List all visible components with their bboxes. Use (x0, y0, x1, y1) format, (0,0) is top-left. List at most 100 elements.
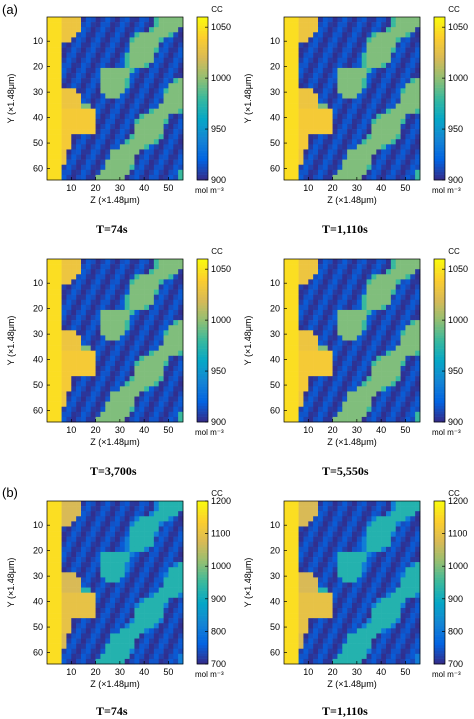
heatmap-cell (153, 526, 160, 532)
heatmap-cell (119, 536, 126, 543)
heatmap-cell (298, 62, 304, 69)
heatmap-cell (90, 144, 96, 150)
heatmap-cell (322, 17, 329, 23)
heatmap-cell (51, 653, 58, 660)
heatmap-cell (405, 149, 411, 155)
heatmap-cell (405, 27, 411, 33)
heatmap-cell (105, 396, 111, 402)
heatmap-cell (168, 411, 174, 418)
heatmap-cell (303, 159, 309, 166)
colorbar-step (197, 114, 208, 118)
heatmap-cell (308, 164, 314, 171)
heatmap-cell (76, 129, 82, 135)
heatmap-cell (293, 381, 299, 387)
heatmap-cell (371, 22, 377, 28)
heatmap-cell (51, 350, 58, 357)
colorbar-step (434, 402, 445, 406)
heatmap-cell (178, 164, 184, 171)
heatmap-cell (376, 279, 382, 285)
heatmap-cell (405, 391, 411, 397)
heatmap-cell (81, 371, 87, 377)
heatmap-cell (390, 57, 397, 64)
heatmap-cell (288, 139, 295, 145)
heatmap-cell (56, 587, 62, 593)
heatmap-cell (100, 396, 106, 402)
heatmap-cell (115, 279, 121, 285)
heatmap-cell (149, 376, 155, 382)
heatmap-cell (293, 154, 299, 160)
heatmap-cell (361, 309, 367, 316)
heatmap-cell (332, 93, 338, 99)
heatmap-cell (95, 264, 101, 270)
heatmap-cell (51, 118, 58, 125)
heatmap-cell (390, 52, 397, 59)
heatmap-cell (322, 381, 329, 387)
heatmap-cell (153, 531, 160, 537)
heatmap-cell (332, 289, 338, 295)
heatmap-cell (90, 381, 96, 387)
heatmap-cell (163, 623, 169, 629)
heatmap-cell (124, 345, 130, 351)
heatmap-cell (119, 174, 126, 181)
heatmap-cell (381, 108, 387, 115)
heatmap-cell (173, 269, 179, 275)
heatmap-cell (90, 83, 96, 89)
heatmap-cell (168, 658, 174, 665)
heatmap-cell (400, 360, 406, 367)
heatmap-cell (81, 149, 87, 155)
heatmap-cell (119, 27, 126, 33)
heatmap-cell (129, 551, 135, 558)
heatmap-cell (81, 406, 87, 413)
heatmap-cell (288, 279, 295, 285)
heatmap-cell (110, 134, 116, 140)
heatmap-cell (85, 376, 92, 382)
heatmap-cell (284, 52, 290, 59)
colorbar-step (197, 563, 208, 567)
heatmap-cell (400, 340, 406, 346)
heatmap-cell (390, 325, 397, 331)
y-tick-label: 40 (33, 355, 43, 365)
colorbar-step (434, 103, 445, 107)
heatmap-cell (178, 381, 184, 387)
heatmap-cell (56, 623, 62, 629)
heatmap-cell (327, 335, 333, 341)
heatmap-cell (105, 57, 111, 64)
heatmap-cell (71, 501, 77, 507)
colorbar-step (197, 394, 208, 398)
heatmap-cell (158, 73, 164, 79)
heatmap-cell (308, 88, 314, 94)
heatmap-cell (90, 557, 96, 563)
heatmap-cell (100, 118, 106, 125)
heatmap-cell (337, 335, 343, 341)
heatmap-cell (337, 169, 343, 176)
heatmap-cell (298, 501, 304, 507)
heatmap-cell (168, 360, 174, 367)
heatmap-cell (81, 618, 87, 624)
heatmap-cell (81, 633, 87, 639)
heatmap-cell (308, 139, 314, 145)
heatmap-cell (405, 103, 411, 109)
heatmap-cell (119, 531, 126, 537)
heatmap-cell (51, 602, 58, 609)
heatmap-cell (66, 643, 72, 650)
heatmap-cell (56, 536, 62, 543)
heatmap-cell (313, 174, 319, 181)
heatmap-cell (337, 396, 343, 402)
heatmap-cell (322, 396, 329, 402)
heatmap-cell (298, 411, 304, 418)
heatmap-cell (318, 376, 324, 382)
heatmap-cell (56, 159, 62, 166)
colorbar-step (434, 411, 445, 415)
heatmap-cell (51, 376, 58, 382)
heatmap-cell (158, 355, 164, 362)
x-axis-label: Z (×1.48μm) (90, 679, 139, 689)
colorbar-step (197, 95, 208, 99)
heatmap-cell (327, 139, 333, 145)
heatmap-cell (337, 355, 343, 362)
colorbar-step (197, 375, 208, 379)
heatmap-cell (47, 572, 53, 578)
heatmap-cell (134, 22, 140, 28)
heatmap-cell (139, 139, 145, 145)
heatmap-cell (410, 355, 416, 362)
colorbar-step (197, 650, 208, 654)
